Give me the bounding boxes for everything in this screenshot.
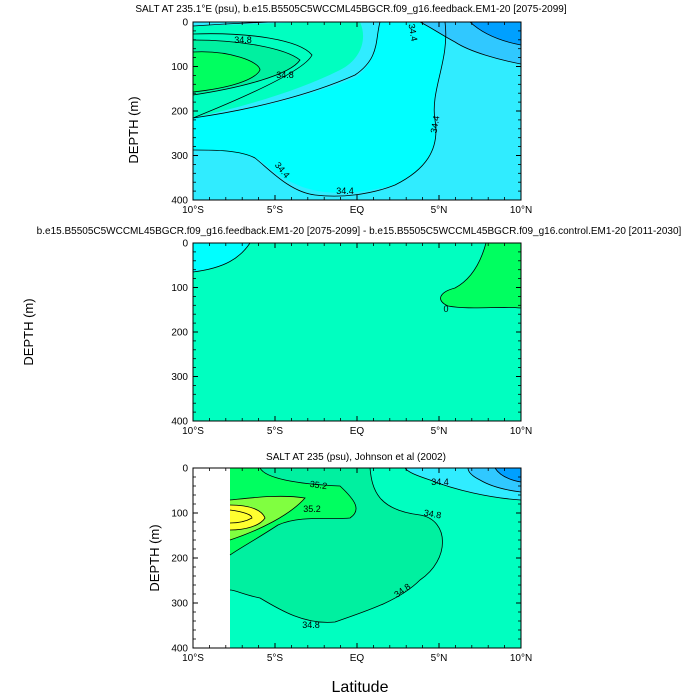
p1-contour-line	[193, 39, 301, 96]
p1-contour-label: 34.4	[429, 115, 442, 134]
p3-contour-line	[229, 468, 357, 556]
p2-green-fill	[440, 243, 521, 308]
x-tick-label: 5°N	[431, 426, 448, 437]
x-tick-label: 5°S	[267, 205, 284, 216]
p3-contour-label: 35.2	[309, 479, 328, 491]
p1-contour-line	[193, 22, 447, 197]
p3-contour-line	[494, 468, 521, 483]
panel-1-title: SALT AT 235.1°E (psu), b.e15.B5505C5WCCM…	[135, 4, 567, 15]
p3-contour-label: 34.4	[431, 477, 449, 487]
p3-contour-line	[229, 495, 306, 541]
p3-contour-label: 34.8	[302, 620, 320, 630]
panel-3-contours	[229, 468, 521, 623]
p1-contour-line	[193, 51, 261, 93]
y-tick-label: 0	[182, 18, 188, 29]
x-tick-label: 10°N	[510, 653, 532, 664]
p1-contour-label: 34.4	[407, 23, 420, 42]
y-tick-label: 400	[171, 417, 188, 428]
p1-contour-label: 34.8	[276, 70, 294, 80]
panel-3-ylabel: DEPTH (m)	[147, 524, 162, 591]
panel-1-fills	[193, 22, 521, 200]
p3-contour-line	[229, 509, 253, 524]
y-tick-label: 200	[171, 328, 188, 339]
y-tick-label: 200	[171, 107, 188, 118]
panel-1-contours	[193, 22, 521, 197]
p2-contour-label: 0	[443, 304, 448, 314]
x-tick-label: 5°N	[431, 653, 448, 664]
p3-contour-line	[229, 468, 443, 623]
p3-contour-label: 35.2	[303, 504, 321, 514]
p2-contour-line	[193, 243, 251, 273]
p1-green-fill	[193, 51, 260, 92]
panel-3-fills	[193, 468, 521, 648]
x-tick-label: 10°S	[182, 653, 204, 664]
p1-contour-line	[193, 22, 355, 27]
p1-blue-fill	[470, 22, 521, 45]
y-tick-label: 300	[171, 599, 188, 610]
x-tick-label: 10°S	[182, 205, 204, 216]
y-tick-label: 0	[182, 464, 188, 475]
x-tick-label: EQ	[350, 426, 365, 437]
x-tick-label: 5°S	[267, 426, 284, 437]
panel-2-fills	[193, 243, 521, 421]
panel-2-ylabel: DEPTH (m)	[21, 298, 36, 365]
y-tick-label: 100	[171, 283, 188, 294]
y-tick-label: 400	[171, 196, 188, 207]
y-tick-label: 100	[171, 509, 188, 520]
x-tick-label: 5°S	[267, 653, 284, 664]
p2-contour-line	[440, 243, 521, 309]
p1-contour-label: 34.4	[336, 186, 354, 196]
p2-bg-fill	[193, 243, 521, 421]
p3-green-fill	[230, 468, 357, 555]
x-tick-label: 10°N	[510, 205, 532, 216]
p3-contour-line	[229, 504, 266, 531]
p1-contour-line	[419, 22, 521, 65]
p1-contour-line	[193, 22, 381, 119]
y-tick-label: 300	[171, 372, 188, 383]
p2-cyan-fill	[193, 243, 250, 272]
y-tick-label: 200	[171, 554, 188, 565]
p3-contour-line	[467, 468, 521, 493]
p3-contour-label: 34.8	[423, 508, 442, 521]
panel-2-contours	[193, 243, 521, 309]
x-tick-label: 10°S	[182, 426, 204, 437]
p1-contour-label: 34.8	[234, 35, 252, 45]
p1-cyan-fill	[193, 22, 446, 193]
panel-2-title: b.e15.B5505C5WCCML45BGCR.f09_g16.feedbac…	[37, 226, 682, 237]
panel-1-ylabel: DEPTH (m)	[126, 96, 141, 163]
p1-contour-line	[193, 33, 313, 119]
panel-3: SALT AT 235 (psu), Johnson et al (2002) …	[147, 452, 522, 649]
x-tick-label: 5°N	[431, 205, 448, 216]
y-tick-label: 400	[171, 644, 188, 655]
panel-2: b.e15.B5505C5WCCML45BGCR.f09_g16.feedbac…	[21, 226, 682, 422]
y-tick-label: 100	[171, 62, 188, 73]
x-tick-label: 10°N	[510, 426, 532, 437]
panel-1: SALT AT 235.1°E (psu), b.e15.B5505C5WCCM…	[126, 4, 567, 201]
x-tick-label: EQ	[350, 205, 365, 216]
y-tick-label: 0	[182, 239, 188, 250]
y-tick-label: 300	[171, 151, 188, 162]
panel-3-title: SALT AT 235 (psu), Johnson et al (2002)	[266, 452, 446, 463]
p3-blue-fill	[495, 468, 521, 482]
p3-contour-line	[404, 468, 521, 501]
x-axis-label: Latitude	[332, 679, 389, 696]
x-tick-label: EQ	[350, 653, 365, 664]
p1-contour-line	[469, 22, 521, 46]
